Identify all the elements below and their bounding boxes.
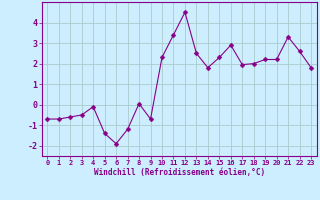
X-axis label: Windchill (Refroidissement éolien,°C): Windchill (Refroidissement éolien,°C) <box>94 168 265 177</box>
